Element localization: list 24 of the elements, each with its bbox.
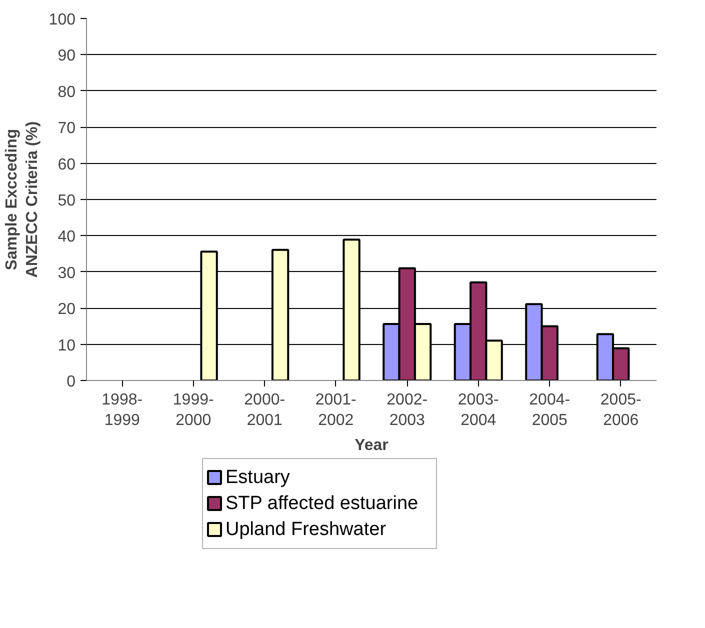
x-tick-label: 2005-2006 — [600, 392, 642, 429]
x-tick-label: 2001-2002 — [315, 392, 356, 429]
y-tick-label: 20 — [58, 301, 76, 318]
y-tick-label: 50 — [58, 192, 76, 210]
y-tick-label: 0 — [66, 374, 76, 390]
legend-label: STP affected estuarine — [226, 493, 418, 514]
x-tick-label: 2004-2005 — [529, 392, 570, 429]
x-tick-label: 1998-1999 — [102, 392, 143, 429]
y-tick-label: 10 — [58, 337, 76, 354]
legend-label: Estuary — [226, 467, 290, 488]
y-tick-label: 30 — [58, 264, 76, 282]
y-tick-label: 40 — [58, 228, 76, 246]
legend-label: Upland Freshwater — [226, 519, 387, 540]
x-axis-title: Year — [354, 436, 388, 454]
x-tick-label: 2000-2001 — [244, 392, 286, 429]
y-tick-label: 90 — [58, 48, 76, 65]
x-tick-label: 1999-2000 — [172, 392, 214, 429]
x-tick-label: 2002-2003 — [386, 392, 428, 429]
y-tick-label: 60 — [58, 156, 76, 174]
y-tick-label: 70 — [58, 120, 76, 138]
y-tick-label: 100 — [48, 12, 76, 28]
x-tick-label: 2003-2004 — [458, 392, 499, 429]
y-tick-label: 80 — [58, 84, 76, 101]
y-axis-title: Sample Excceding ANZECC Criteria (%) — [3, 121, 41, 278]
